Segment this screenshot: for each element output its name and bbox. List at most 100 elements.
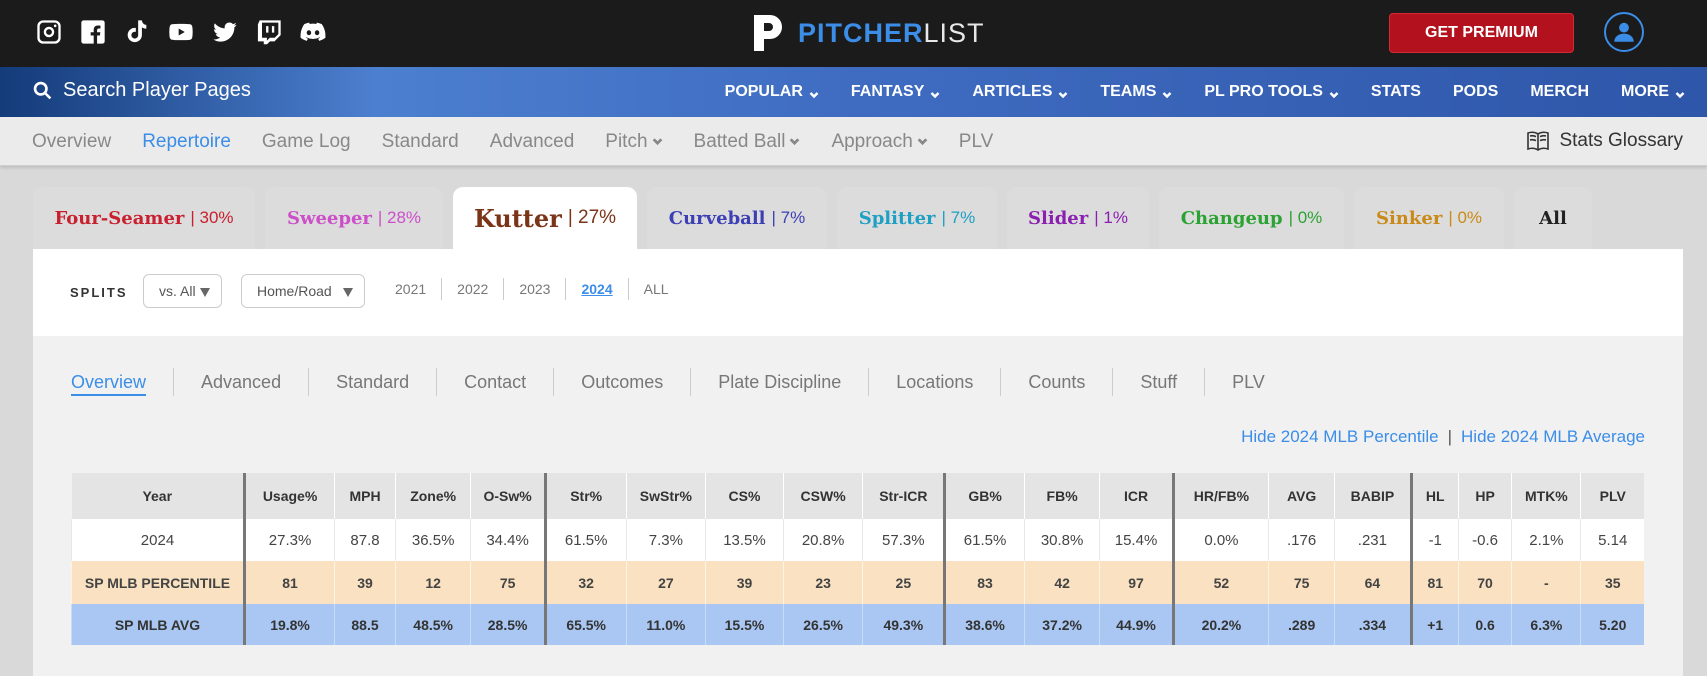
get-premium-button[interactable]: GET PREMIUM [1389, 13, 1574, 53]
nav-item-label: ARTICLES [972, 83, 1053, 100]
account-avatar[interactable] [1604, 12, 1644, 52]
pitch-tab-name: Slider [1028, 207, 1089, 229]
column-header: Zone% [394, 473, 471, 519]
year-filter-2021[interactable]: 2021 [380, 278, 443, 300]
home-road-dropdown[interactable]: Home/Road [241, 274, 365, 308]
social-links [34, 17, 328, 47]
stat-cell: 7.3% [625, 519, 706, 561]
subnav-item-plv[interactable]: PLV [959, 131, 994, 153]
subnav-item-batted-ball[interactable]: Batted Ball [694, 131, 801, 153]
stat-tab-contact[interactable]: Contact [437, 368, 555, 396]
stat-tab-label: Contact [464, 372, 527, 392]
stat-cell: 25 [862, 561, 945, 604]
subnav-item-pitch[interactable]: Pitch [605, 131, 662, 153]
subnav-item-standard[interactable]: Standard [382, 131, 459, 153]
pitcherlist-logo[interactable]: PITCHER LIST [752, 13, 985, 53]
stat-cell: - [1511, 561, 1581, 604]
nav-item-fantasy[interactable]: FANTASY [851, 83, 940, 101]
pitch-tab-sinker[interactable]: Sinker | 0% [1354, 187, 1504, 249]
twitter-icon[interactable] [210, 17, 240, 47]
nav-item-stats[interactable]: STATS [1371, 83, 1421, 101]
nav-item-more[interactable]: MORE [1621, 83, 1685, 101]
nav-item-popular[interactable]: POPULAR [725, 83, 819, 101]
stats-glossary-link[interactable]: Stats Glossary [1525, 128, 1683, 154]
stat-cell: 42 [1023, 561, 1100, 604]
subnav-item-label: Overview [32, 130, 112, 152]
pitch-tab-curveball[interactable]: Curveball | 7% [647, 187, 827, 249]
year-filter-2024[interactable]: 2024 [566, 278, 629, 300]
stat-cell: 35 [1580, 561, 1644, 604]
tiktok-icon[interactable] [122, 17, 152, 47]
year-filter-2022[interactable]: 2022 [442, 278, 505, 300]
column-header: MPH [334, 473, 396, 519]
stat-cell: 44.9% [1099, 604, 1174, 645]
subnav-item-label: Standard [381, 130, 459, 152]
vs-dropdown[interactable]: vs. All [143, 274, 222, 308]
hide-percentile-link[interactable]: Hide 2024 MLB Percentile [1241, 427, 1439, 446]
subnav-item-repertoire[interactable]: Repertoire [142, 131, 231, 153]
pitch-tab-all[interactable]: All [1514, 187, 1592, 249]
pitch-tab-changeup[interactable]: Changeup | 0% [1159, 187, 1344, 249]
stat-tab-advanced[interactable]: Advanced [174, 368, 310, 396]
subnav-item-game-log[interactable]: Game Log [262, 131, 351, 153]
column-header: ICR [1099, 473, 1174, 519]
nav-item-label: PODS [1452, 83, 1499, 100]
stat-tab-outcomes[interactable]: Outcomes [554, 368, 692, 396]
stat-tab-counts[interactable]: Counts [1001, 368, 1114, 396]
stat-cell: 30.8% [1023, 519, 1100, 561]
stats-glossary-label: Stats Glossary [1559, 130, 1683, 151]
column-header: GB% [943, 473, 1025, 519]
nav-item-pl-pro-tools[interactable]: PL PRO TOOLS [1204, 83, 1339, 101]
column-header: CSW% [782, 473, 863, 519]
stat-cell: 34.4% [470, 519, 546, 561]
stat-tab-standard[interactable]: Standard [309, 368, 438, 396]
stat-cell: -1 [1409, 519, 1459, 561]
stat-tab-label: Overview [71, 372, 147, 396]
hide-average-link[interactable]: Hide 2024 MLB Average [1461, 427, 1645, 446]
year-filter-2023[interactable]: 2023 [504, 278, 567, 300]
year-filter-all[interactable]: ALL [643, 281, 669, 297]
stat-tab-overview[interactable]: Overview [71, 368, 175, 396]
chevron-down-icon [1162, 87, 1172, 99]
pitch-tab-kutter[interactable]: Kutter | 27% [453, 187, 637, 249]
stat-tab-stuff[interactable]: Stuff [1113, 368, 1206, 396]
stat-tab-label: Outcomes [581, 372, 664, 392]
stat-cell: 49.3% [862, 604, 945, 645]
stat-cell: 12 [394, 561, 471, 604]
subnav-item-overview[interactable]: Overview [32, 131, 111, 153]
pitch-tab-four-seamer[interactable]: Four-Seamer | 30% [33, 187, 255, 249]
discord-icon[interactable] [298, 17, 328, 47]
stat-cell: 75 [470, 561, 546, 604]
nav-item-merch[interactable]: MERCH [1530, 83, 1589, 101]
pitch-tab-slider[interactable]: Slider | 1% [1007, 187, 1149, 249]
stat-cell: 6.3% [1511, 604, 1581, 645]
stat-tab-plate-discipline[interactable]: Plate Discipline [691, 368, 870, 396]
facebook-icon[interactable] [78, 17, 108, 47]
subnav-item-approach[interactable]: Approach [831, 131, 928, 153]
twitch-icon[interactable] [254, 17, 284, 47]
caret-down-icon [200, 288, 210, 297]
subnav-item-label: Game Log [261, 130, 351, 152]
pitch-tab-name: Changeup [1180, 207, 1283, 229]
nav-item-teams[interactable]: TEAMS [1100, 83, 1172, 101]
stat-cell: 87.8 [334, 519, 396, 561]
chevron-down-icon [809, 87, 819, 99]
stat-cell: 0.0% [1171, 519, 1269, 561]
nav-item-articles[interactable]: ARTICLES [972, 83, 1068, 101]
stat-tab-label: PLV [1232, 372, 1265, 392]
pitch-tab-splitter[interactable]: Splitter | 7% [837, 187, 997, 249]
stat-cell: 83 [943, 561, 1025, 604]
stat-cell: 61.5% [943, 519, 1025, 561]
subnav-item-advanced[interactable]: Advanced [490, 131, 575, 153]
youtube-icon[interactable] [166, 17, 196, 47]
instagram-icon[interactable] [34, 17, 64, 47]
stat-tab-locations[interactable]: Locations [869, 368, 1002, 396]
nav-item-label: MORE [1621, 83, 1669, 100]
nav-item-pods[interactable]: PODS [1453, 83, 1498, 101]
splits-row: SPLITS vs. All Home/Road 2021 2022 2023 202… [33, 249, 1683, 336]
stat-tab-plv[interactable]: PLV [1205, 368, 1292, 396]
column-header: Year [71, 473, 245, 519]
pitch-tab-sweeper[interactable]: Sweeper | 28% [265, 187, 443, 249]
column-header: CS% [705, 473, 784, 519]
search-player-pages[interactable]: Search Player Pages [32, 79, 251, 102]
